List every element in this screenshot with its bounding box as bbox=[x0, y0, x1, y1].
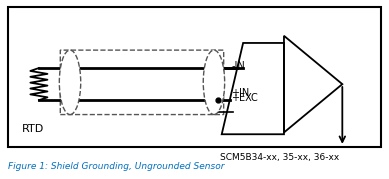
Ellipse shape bbox=[203, 50, 224, 115]
Ellipse shape bbox=[59, 50, 81, 115]
Text: SCM5B34-xx, 35-xx, 36-xx: SCM5B34-xx, 35-xx, 36-xx bbox=[221, 153, 340, 162]
Text: +EXC: +EXC bbox=[231, 93, 258, 103]
Bar bbox=[8, 7, 381, 147]
Text: Figure 1: Shield Grounding, Ungrounded Sensor: Figure 1: Shield Grounding, Ungrounded S… bbox=[8, 162, 224, 171]
Text: -IN: -IN bbox=[231, 61, 245, 71]
Text: +IN: +IN bbox=[231, 88, 249, 98]
Text: RTD: RTD bbox=[21, 124, 44, 134]
